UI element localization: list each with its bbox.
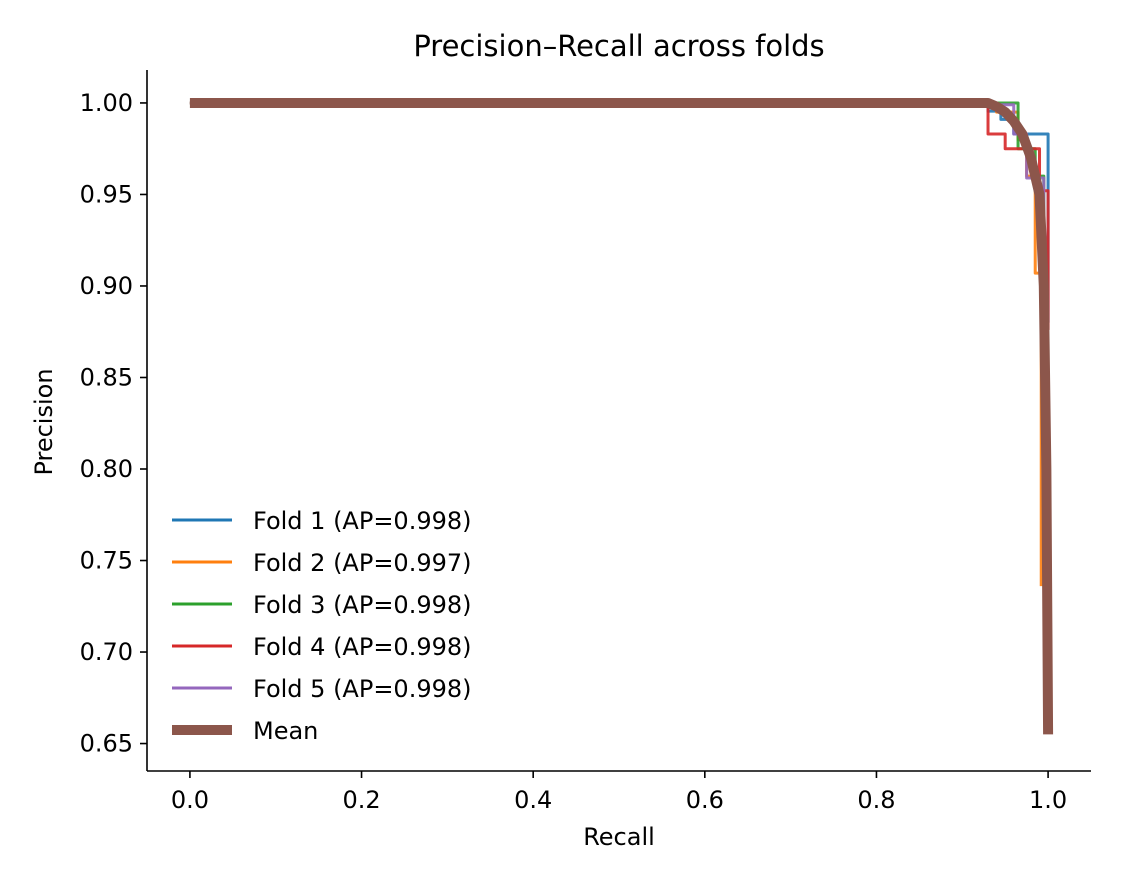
legend-label-2: Fold 2 (AP=0.997) xyxy=(253,549,472,577)
x-ticks: 0.0 0.2 0.4 0.6 0.8 1.0 xyxy=(171,771,1067,814)
y-tick-label: 0.75 xyxy=(80,547,133,575)
x-axis-title: Recall xyxy=(583,823,655,851)
y-tick-label: 0.85 xyxy=(80,363,133,391)
x-tick-label: 0.2 xyxy=(342,786,380,814)
chart-title: Precision–Recall across folds xyxy=(413,29,824,63)
series-line-6 xyxy=(189,97,1054,735)
x-tick-label: 0.4 xyxy=(514,786,552,814)
series-line-3 xyxy=(189,101,1046,296)
x-tick-label: 0.8 xyxy=(857,786,895,814)
axes xyxy=(146,70,1091,772)
legend-label-1: Fold 1 (AP=0.998) xyxy=(253,507,472,535)
legend: Fold 1 (AP=0.998) Fold 2 (AP=0.997) Fold 3… xyxy=(172,507,472,745)
y-tick-label: 0.95 xyxy=(80,180,133,208)
legend-label-6: Mean xyxy=(253,717,318,745)
series-line-1 xyxy=(189,101,1050,323)
y-axis-title: Precision xyxy=(30,368,58,475)
x-tick-label: 0.0 xyxy=(171,786,209,814)
series-line-5 xyxy=(189,101,1046,332)
x-tick-label: 1.0 xyxy=(1029,786,1067,814)
y-tick-label: 1.00 xyxy=(80,89,133,117)
y-tick-label: 0.90 xyxy=(80,272,133,300)
y-tick-label: 0.65 xyxy=(80,730,133,758)
legend-label-4: Fold 4 (AP=0.998) xyxy=(253,633,472,661)
y-tick-label: 0.70 xyxy=(80,638,133,666)
y-ticks: 0.65 0.70 0.75 0.80 0.85 0.90 0.95 1.00 xyxy=(80,89,147,758)
x-tick-label: 0.6 xyxy=(686,786,724,814)
legend-label-5: Fold 5 (AP=0.998) xyxy=(253,675,472,703)
series-line-4 xyxy=(189,101,1050,330)
legend-label-3: Fold 3 (AP=0.998) xyxy=(253,591,472,619)
y-tick-label: 0.80 xyxy=(80,455,133,483)
plot-lines xyxy=(189,97,1054,735)
